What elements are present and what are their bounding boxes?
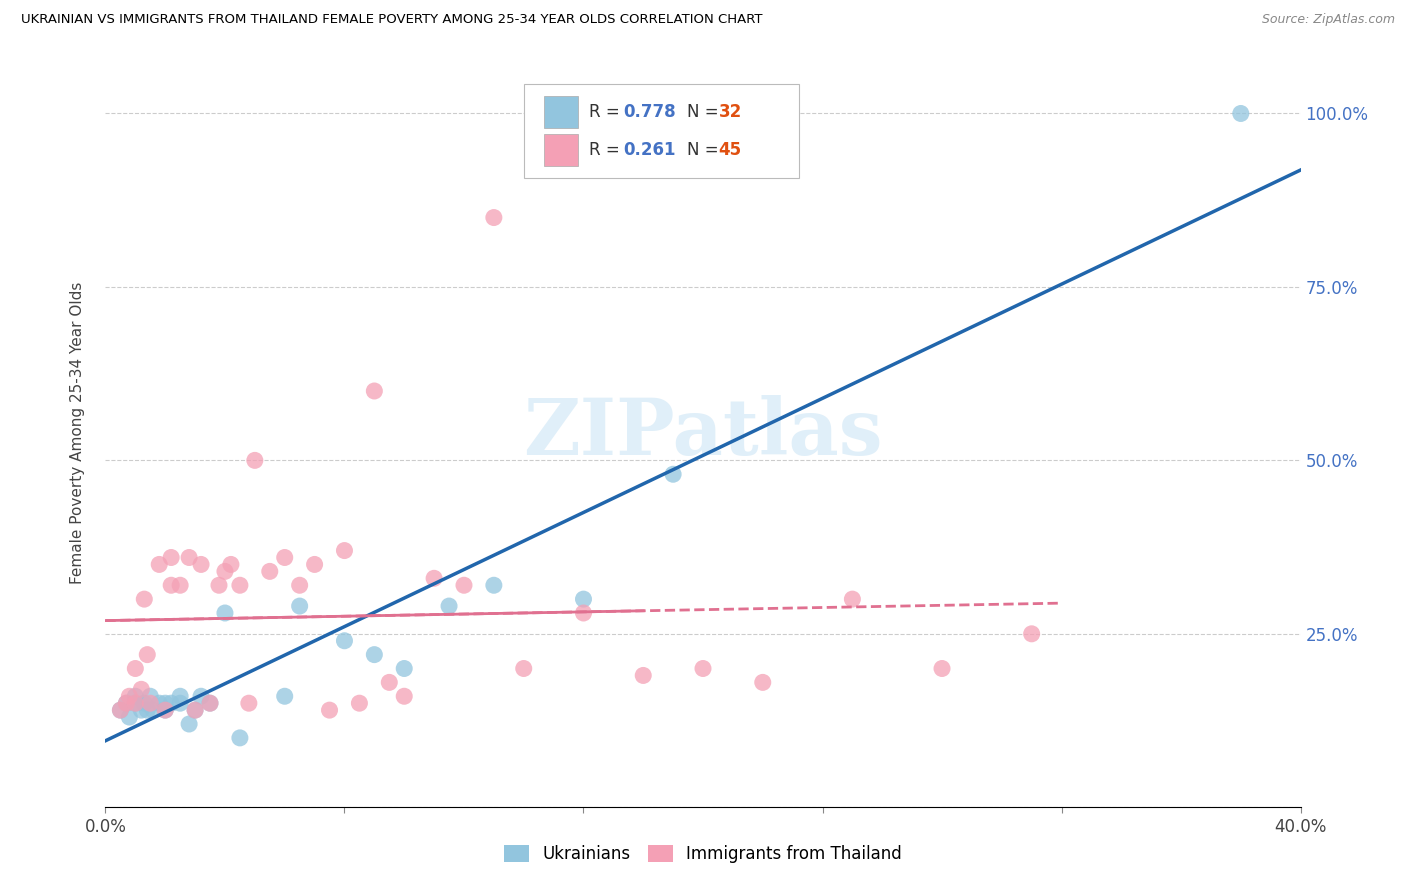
Point (482, 578, 505, 592)
Text: ZIPatlas: ZIPatlas (523, 394, 883, 471)
Point (273, 690, 295, 704)
FancyBboxPatch shape (524, 84, 799, 178)
Point (190, 690, 212, 704)
Point (437, 599, 460, 613)
Text: N =: N = (688, 141, 724, 159)
Y-axis label: Female Poverty Among 25-34 Year Olds: Female Poverty Among 25-34 Year Olds (70, 282, 84, 583)
Point (198, 696, 221, 710)
Point (219, 558, 242, 572)
Point (177, 717, 201, 731)
Text: N =: N = (688, 103, 724, 121)
Point (423, 571, 446, 585)
Point (124, 690, 146, 704)
Point (229, 578, 252, 592)
Point (190, 558, 212, 572)
Point (115, 696, 138, 710)
Point (378, 675, 401, 690)
Point (394, 661, 416, 675)
Point (169, 578, 191, 592)
Point (394, 690, 416, 704)
Text: 0.261: 0.261 (623, 141, 675, 159)
Text: Source: ZipAtlas.com: Source: ZipAtlas.com (1261, 13, 1395, 27)
Point (1229, 106, 1253, 120)
Point (115, 696, 138, 710)
Point (110, 703, 132, 717)
Point (124, 661, 146, 675)
Point (238, 696, 260, 710)
Text: R =: R = (589, 141, 626, 159)
Point (453, 578, 475, 592)
Point (136, 648, 159, 662)
Point (333, 633, 356, 648)
Point (333, 543, 356, 558)
Point (139, 690, 162, 704)
Point (304, 558, 326, 572)
Point (1021, 627, 1043, 641)
Point (572, 592, 595, 607)
Point (214, 606, 236, 620)
Point (136, 703, 159, 717)
Point (243, 453, 266, 467)
Point (184, 703, 207, 717)
Point (118, 690, 141, 704)
Point (692, 661, 714, 675)
Text: 32: 32 (718, 103, 742, 121)
Point (363, 648, 385, 662)
Point (160, 696, 183, 710)
Point (160, 550, 183, 565)
Point (155, 696, 177, 710)
Point (155, 703, 177, 717)
Point (129, 682, 153, 697)
Point (662, 467, 685, 482)
Point (841, 592, 863, 607)
Point (751, 675, 773, 690)
Point (288, 578, 311, 592)
Text: R =: R = (589, 103, 626, 121)
Point (177, 550, 201, 565)
Point (931, 661, 953, 675)
Point (349, 696, 371, 710)
Point (148, 696, 170, 710)
Point (513, 661, 536, 675)
Point (142, 703, 165, 717)
Point (482, 211, 505, 225)
Point (118, 710, 141, 724)
Point (169, 690, 191, 704)
Point (124, 696, 146, 710)
Point (229, 731, 252, 745)
Point (273, 550, 295, 565)
Point (139, 696, 162, 710)
Text: UKRAINIAN VS IMMIGRANTS FROM THAILAND FEMALE POVERTY AMONG 25-34 YEAR OLDS CORRE: UKRAINIAN VS IMMIGRANTS FROM THAILAND FE… (21, 13, 762, 27)
Point (214, 565, 236, 579)
Point (198, 696, 221, 710)
Point (184, 703, 207, 717)
Legend: Ukrainians, Immigrants from Thailand: Ukrainians, Immigrants from Thailand (498, 838, 908, 870)
Point (110, 703, 132, 717)
Point (134, 696, 156, 710)
Point (208, 578, 231, 592)
Point (363, 384, 385, 398)
Point (288, 599, 311, 613)
Point (572, 606, 595, 620)
Point (134, 592, 156, 607)
Bar (544, 135, 578, 166)
Point (633, 668, 655, 682)
Point (124, 696, 146, 710)
Point (155, 703, 177, 717)
Text: 0.778: 0.778 (623, 103, 675, 121)
Bar (544, 96, 578, 128)
Point (129, 703, 153, 717)
Point (259, 565, 281, 579)
Point (148, 558, 170, 572)
Point (318, 703, 340, 717)
Text: 45: 45 (718, 141, 741, 159)
Point (160, 578, 183, 592)
Point (169, 696, 191, 710)
